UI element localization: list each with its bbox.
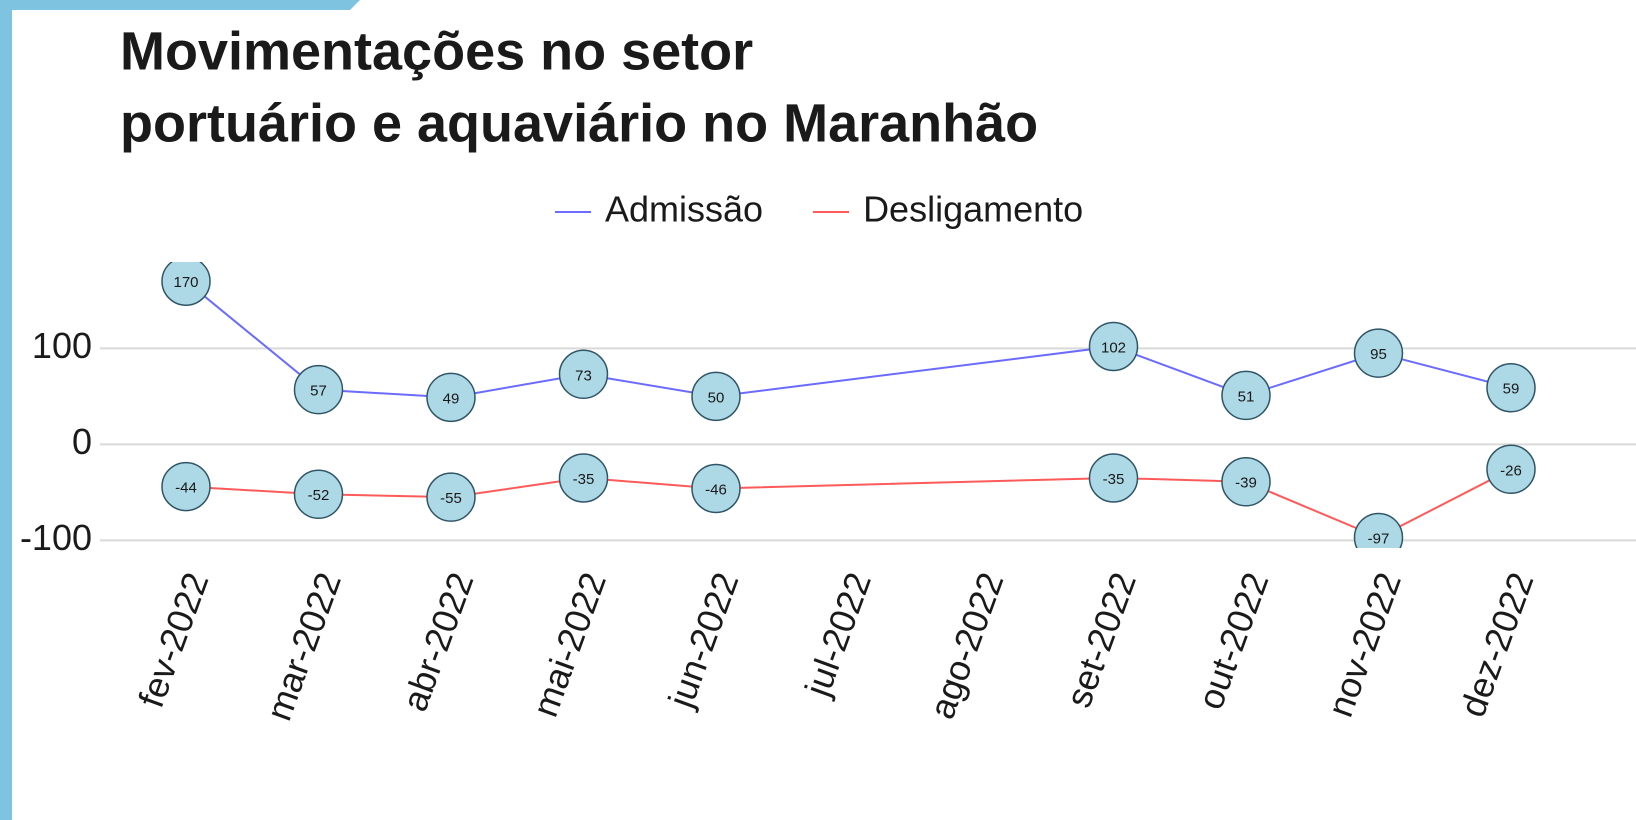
border (0, 0, 12, 820)
data-label: -97 (1368, 530, 1390, 547)
data-label: -39 (1235, 475, 1257, 492)
x-tick-label: mai-2022 (524, 567, 614, 722)
x-tick-label: jun-2022 (660, 567, 747, 714)
data-label: -46 (705, 481, 727, 498)
data-label: 95 (1370, 346, 1387, 363)
border (0, 0, 360, 10)
x-tick-label: mar-2022 (258, 567, 349, 726)
x-tick-label: ago-2022 (921, 567, 1012, 724)
data-label: 51 (1238, 388, 1255, 405)
y-tick-label: -100 (20, 517, 92, 558)
x-tick-label: nov-2022 (1319, 567, 1409, 722)
data-label: 102 (1101, 339, 1126, 356)
y-tick-label: 0 (72, 421, 92, 462)
point-marker (161, 262, 211, 306)
x-tick-label: dez-2022 (1452, 567, 1542, 722)
point-marker (426, 472, 476, 522)
point-marker (1221, 457, 1271, 507)
point-marker (293, 469, 344, 520)
series-line (185, 468, 1512, 539)
chart-title: portuário e aquaviário no Maranhão (120, 93, 1038, 153)
point-marker (1486, 362, 1536, 413)
y-tick-label: 100 (32, 325, 92, 366)
data-label: 73 (575, 367, 592, 384)
data-label: -44 (175, 480, 197, 497)
data-label: 49 (443, 390, 460, 407)
x-tick-label: abr-2022 (394, 567, 482, 716)
legend-label: Admissão (605, 189, 763, 230)
point-marker (293, 364, 344, 415)
series-line (185, 280, 1512, 399)
data-label: -35 (573, 471, 595, 488)
point-marker (1353, 328, 1404, 378)
data-label: 59 (1503, 381, 1520, 398)
point-marker (1353, 512, 1404, 548)
legend-label: Desligamento (863, 189, 1083, 230)
point-marker (161, 461, 211, 512)
x-tick-label: jul-2022 (796, 567, 879, 702)
data-label: 57 (310, 383, 327, 400)
x-tick-label: fev-2022 (130, 567, 216, 713)
x-tick-label: set-2022 (1058, 567, 1144, 713)
data-label: -35 (1103, 471, 1125, 488)
point-marker (691, 371, 741, 422)
point-marker (1088, 321, 1139, 372)
x-tick-label: out-2022 (1189, 567, 1276, 715)
point-marker (691, 463, 741, 514)
data-label: 170 (173, 274, 198, 291)
data-label: 50 (708, 389, 725, 406)
point-marker (1486, 444, 1536, 495)
chart-title: Movimentações no setor (120, 21, 753, 81)
point-marker (558, 453, 609, 503)
data-label: -26 (1500, 462, 1522, 479)
point-marker (1088, 453, 1139, 503)
point-marker (1221, 370, 1271, 421)
data-label: -55 (440, 490, 462, 507)
point-marker (426, 372, 476, 423)
point-marker (558, 349, 609, 400)
data-label: -52 (308, 487, 330, 504)
